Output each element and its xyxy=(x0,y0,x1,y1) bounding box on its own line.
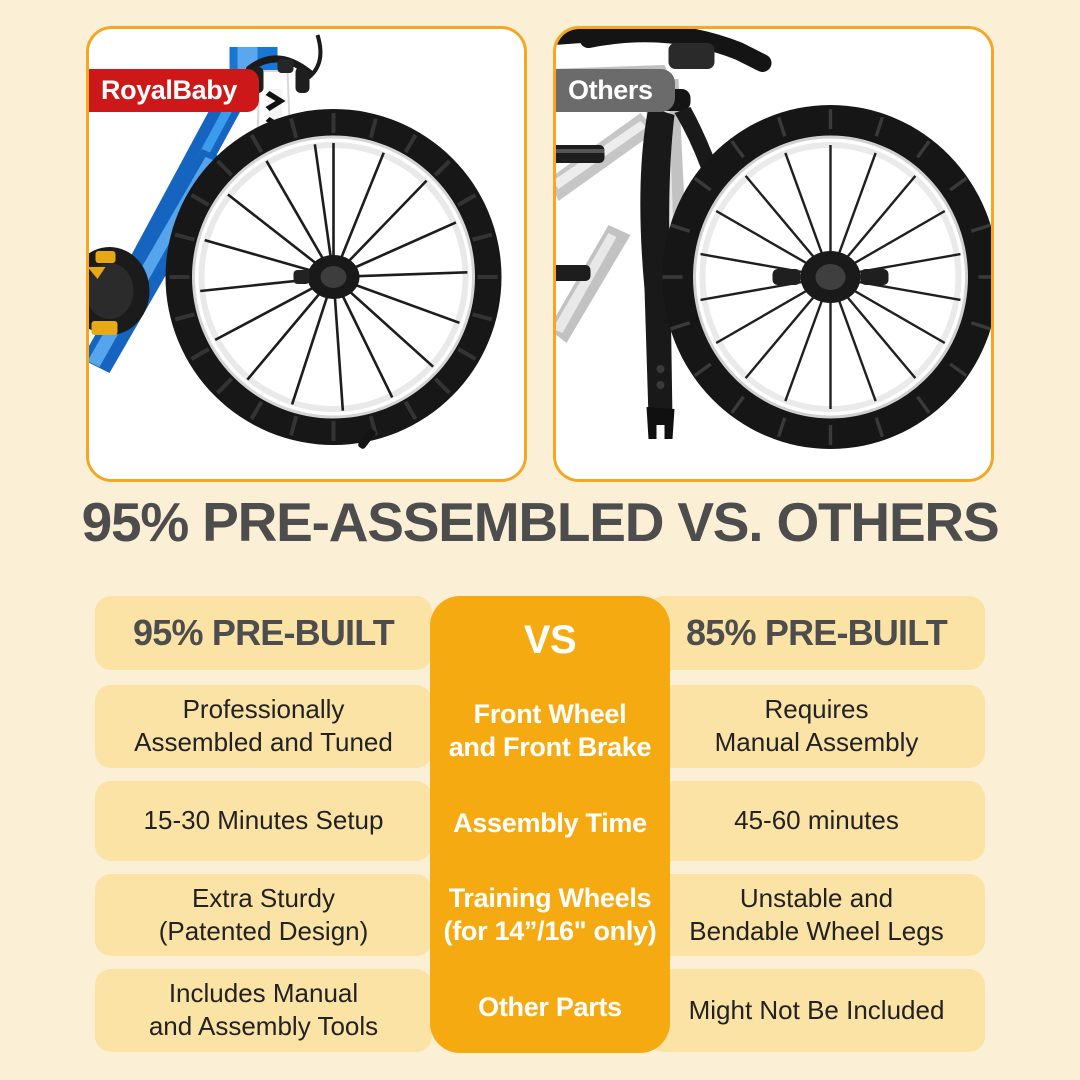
row-cell-royalbaby: Includes Manual and Assembly Tools xyxy=(95,969,432,1052)
table-row: 15-30 Minutes Setup 45-60 minutes xyxy=(95,780,985,861)
feature-label-assembly-time: Assembly Time xyxy=(453,807,647,838)
row-cell-royalbaby: Extra Sturdy (Patented Design) xyxy=(95,873,432,957)
row-cell-others: Might Not Be Included xyxy=(648,969,985,1052)
photo-card-others: Others xyxy=(553,26,994,482)
vs-label: VS xyxy=(523,618,577,662)
table-row: Professionally Assembled and Tuned Requir… xyxy=(95,685,985,768)
row-cell-royalbaby: Professionally Assembled and Tuned xyxy=(95,685,432,768)
comparison-table: 95% PRE-BUILT 85% PRE-BUILT Professional… xyxy=(95,596,985,1052)
table-row: Includes Manual and Assembly Tools Might … xyxy=(95,969,985,1052)
feature-label-training-wheels: Training Wheels (for 14”/16" only) xyxy=(443,883,657,946)
table-header-row: 95% PRE-BUILT 85% PRE-BUILT xyxy=(95,596,985,670)
others-bike-illustration xyxy=(556,29,991,479)
photo-comparison-gallery: RoyalBaby xyxy=(0,0,1080,482)
row-cell-others: Requires Manual Assembly xyxy=(648,685,985,768)
royalbaby-bike-illustration xyxy=(89,29,524,479)
brand-badge-royalbaby: RoyalBaby xyxy=(89,69,259,113)
row-cell-royalbaby: 15-30 Minutes Setup xyxy=(95,780,432,861)
header-cell-royalbaby: 95% PRE-BUILT xyxy=(95,596,432,670)
feature-label-front-wheel: Front Wheel and Front Brake xyxy=(448,699,652,762)
table-row: Extra Sturdy (Patented Design) Unstable a… xyxy=(95,873,985,957)
page-title: 95% PRE-ASSEMBLED VS. OTHERS xyxy=(81,491,1000,553)
feature-label-other-parts: Other Parts xyxy=(478,991,622,1022)
photo-card-royalbaby: RoyalBaby xyxy=(86,26,527,482)
header-cell-others: 85% PRE-BUILT xyxy=(648,596,985,670)
row-cell-others: Unstable and Bendable Wheel Legs xyxy=(648,873,985,957)
brand-badge-others: Others xyxy=(556,69,675,113)
row-cell-others: 45-60 minutes xyxy=(648,780,985,861)
vs-center-column: VS Front Wheel and Front Brake Assembly T… xyxy=(430,596,670,1053)
